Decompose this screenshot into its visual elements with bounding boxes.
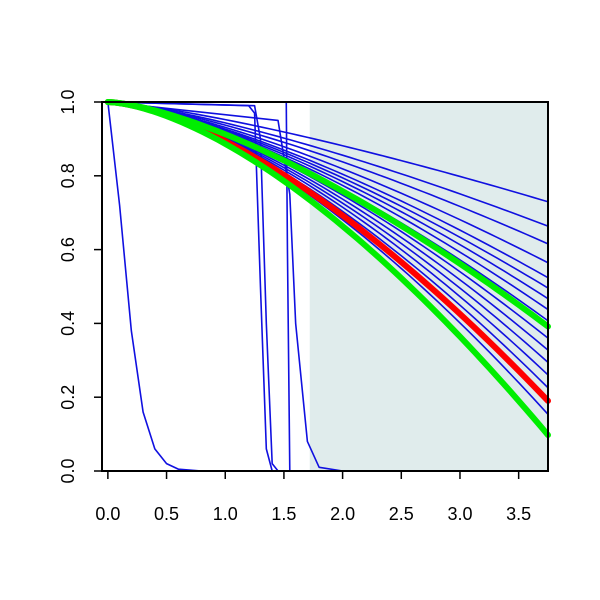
series-line-5 xyxy=(107,101,549,203)
x-tick-label: 3.0 xyxy=(447,504,472,524)
series-layer xyxy=(104,99,551,472)
series-line-6 xyxy=(107,101,549,227)
x-tick-label: 2.5 xyxy=(389,504,414,524)
y-tick-label: 0.0 xyxy=(58,458,78,483)
x-tick-label: 3.5 xyxy=(506,504,531,524)
x-tick-label: 0.0 xyxy=(95,504,120,524)
y-tick-label: 0.6 xyxy=(58,237,78,262)
y-tick-label: 0.4 xyxy=(58,311,78,336)
x-tick-label: 1.0 xyxy=(213,504,238,524)
series-line-22 xyxy=(104,99,551,330)
x-tick-label: 2.0 xyxy=(330,504,355,524)
series-line-7 xyxy=(107,101,549,245)
x-tick-label: 1.5 xyxy=(271,504,296,524)
x-tick-label: 0.5 xyxy=(154,504,179,524)
y-tick-label: 0.2 xyxy=(58,385,78,410)
axes-layer: 0.0 0.5 1.0 1.5 2.0 2.5 3.0 3.5 0.0 0.2 0.4 0.6 0.8 1… xyxy=(58,89,549,524)
plot-frame xyxy=(101,101,549,472)
series-line-23 xyxy=(104,99,551,439)
y-tick-label: 1.0 xyxy=(58,89,78,114)
y-tick-label: 0.8 xyxy=(58,163,78,188)
